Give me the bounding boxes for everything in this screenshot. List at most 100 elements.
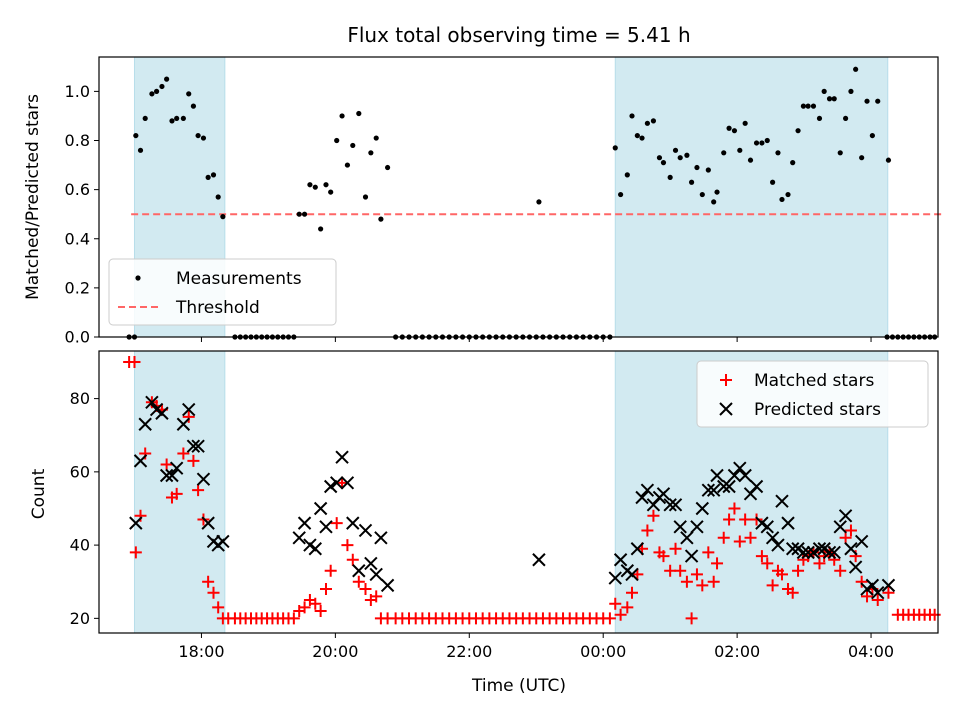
data-point (133, 132, 139, 139)
data-point (695, 501, 710, 516)
data-point (834, 564, 847, 577)
data-point (812, 542, 827, 556)
data-point (328, 189, 334, 195)
data-point (822, 545, 837, 560)
data-point (737, 147, 743, 153)
data-point (667, 174, 673, 180)
data-point (705, 167, 711, 173)
data-point (668, 498, 683, 512)
data-point (359, 583, 372, 596)
data-point (182, 402, 196, 417)
data-point (871, 594, 884, 607)
x-tick-label: 22:00 (446, 642, 492, 661)
data-point (806, 545, 821, 560)
data-point (717, 531, 730, 544)
data-point (833, 520, 847, 534)
data-point (356, 110, 362, 117)
legend-marker-measurements (135, 275, 141, 281)
data-point (210, 172, 217, 178)
data-point (625, 567, 639, 582)
data-point (875, 98, 881, 104)
legend-label-predicted: Predicted stars (754, 400, 881, 420)
data-point (775, 568, 788, 581)
data-point (352, 564, 366, 578)
data-point (629, 113, 635, 119)
data-point (871, 586, 885, 600)
data-point (673, 520, 687, 534)
legend-marker-predicted (719, 402, 733, 416)
data-point (220, 214, 226, 220)
legend-label-measurements: Measurements (176, 269, 302, 289)
data-point (854, 534, 869, 549)
data-point (816, 115, 823, 122)
data-point (664, 564, 677, 577)
x-tick-label: 04:00 (848, 642, 894, 661)
data-point (334, 137, 340, 144)
data-point (308, 542, 322, 556)
data-point (711, 557, 724, 570)
data-point (728, 502, 741, 515)
data-point (301, 211, 308, 217)
bottom-y-axis-label: Count (29, 468, 49, 519)
data-point (138, 417, 152, 431)
data-point (182, 410, 195, 423)
data-point (723, 513, 736, 526)
chart-title: Flux total observing time = 5.41 h (347, 23, 690, 47)
data-point (680, 531, 694, 545)
data-point (801, 545, 815, 560)
data-point (647, 509, 660, 522)
data-point (378, 216, 384, 222)
data-point (614, 608, 627, 621)
data-point (848, 560, 863, 574)
data-point (663, 498, 677, 512)
data-point (796, 545, 811, 560)
data-point (532, 553, 546, 567)
x-tick-label: 00:00 (580, 642, 626, 661)
data-point (837, 150, 843, 156)
data-point (145, 395, 159, 409)
data-point (660, 160, 667, 166)
data-point (362, 194, 369, 200)
data-point (352, 575, 365, 588)
data-point (786, 586, 799, 599)
data-point (702, 546, 715, 559)
data-point (174, 115, 180, 122)
data-point (790, 160, 796, 166)
data-point (641, 524, 654, 537)
data-point (635, 490, 649, 505)
axes-frame (98, 350, 939, 634)
data-point (810, 103, 817, 109)
data-point (669, 542, 682, 555)
y-tick-label: 20 (70, 609, 90, 628)
data-point (330, 517, 343, 530)
legend-box (108, 258, 337, 326)
data-point (149, 91, 155, 97)
data-point (612, 145, 618, 151)
x-tick-label: 18:00 (178, 642, 224, 661)
data-point (882, 586, 895, 599)
data-point (309, 597, 322, 610)
data-point (848, 88, 854, 94)
data-point (133, 454, 148, 468)
data-point (744, 531, 757, 544)
y-tick-label: 60 (70, 462, 90, 481)
data-point (706, 483, 721, 497)
data-point (690, 568, 703, 581)
data-point (368, 150, 374, 156)
data-point (761, 557, 774, 570)
data-point (205, 174, 211, 180)
data-point (881, 578, 896, 593)
data-point (717, 479, 731, 494)
data-point (613, 553, 628, 567)
data-point (885, 157, 892, 163)
data-point (536, 199, 542, 205)
data-point (739, 513, 752, 526)
data-point (785, 191, 791, 198)
data-point (319, 520, 333, 534)
data-point (747, 157, 754, 163)
data-point (625, 586, 638, 599)
data-point (335, 450, 349, 464)
data-point (609, 597, 622, 610)
data-point (129, 546, 142, 559)
data-point (160, 458, 173, 471)
